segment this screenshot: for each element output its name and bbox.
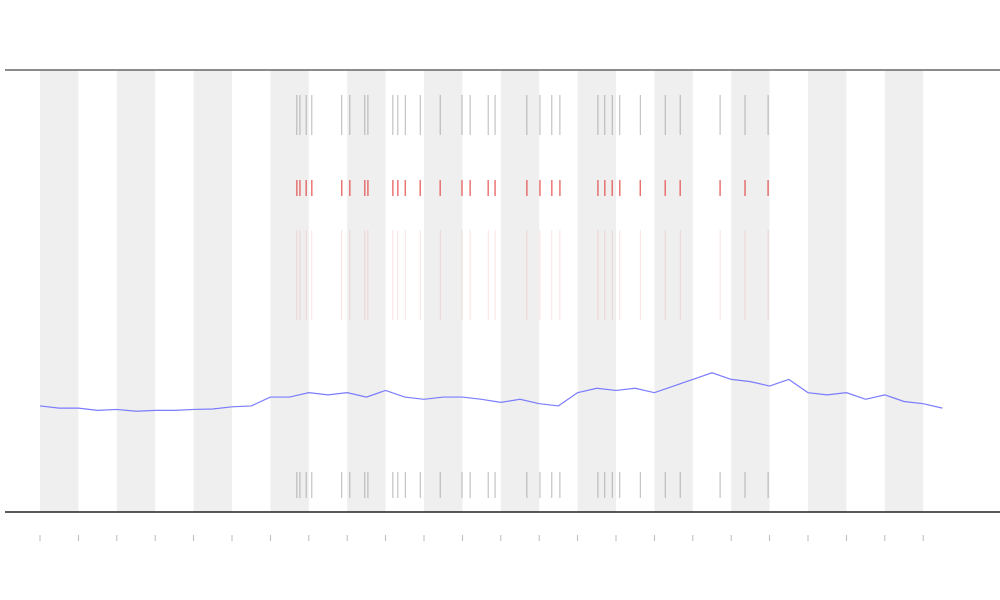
shade-band [731,70,770,512]
shade-band [116,70,156,512]
signal-line [39,372,943,412]
shade-band [577,70,616,512]
shade-band [654,70,693,512]
shade-band [40,70,79,512]
shade-band [424,70,463,512]
shade-band [884,70,924,512]
shade-band [193,70,232,512]
shade-band [270,70,309,512]
shade-band [500,70,540,512]
shade-band [808,70,847,512]
shade-band [347,70,386,512]
